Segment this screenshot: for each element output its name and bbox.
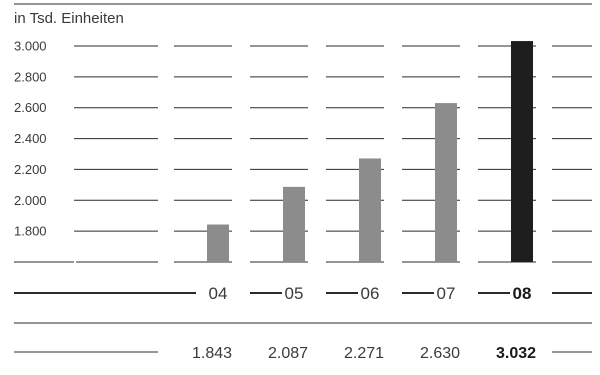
y-tick-label: 2.400 bbox=[14, 131, 47, 146]
bar-08 bbox=[511, 41, 533, 262]
y-tick-label: 2.200 bbox=[14, 162, 47, 177]
y-tick-label: 2.000 bbox=[14, 193, 47, 208]
y-tick-label: 3.000 bbox=[14, 39, 47, 54]
y-tick-label: 2.800 bbox=[14, 69, 47, 84]
bar-06 bbox=[359, 158, 381, 262]
x-tick-label: 06 bbox=[361, 284, 380, 303]
data-label-06: 2.271 bbox=[344, 345, 384, 362]
bar-05 bbox=[283, 186, 305, 262]
data-label-07: 2.630 bbox=[420, 345, 460, 362]
data-label-05: 2.087 bbox=[268, 345, 308, 362]
y-tick-label: 2.600 bbox=[14, 100, 47, 115]
data-label-08: 3.032 bbox=[496, 345, 536, 362]
bar-04 bbox=[207, 224, 229, 262]
unit-label: in Tsd. Einheiten bbox=[14, 10, 124, 27]
bar-07 bbox=[435, 103, 457, 262]
y-tick-label: 1.800 bbox=[14, 224, 47, 239]
x-tick-label: 05 bbox=[285, 284, 304, 303]
x-tick-label: 07 bbox=[437, 284, 456, 303]
x-tick-label: 04 bbox=[209, 284, 228, 303]
x-tick-label: 08 bbox=[513, 284, 532, 303]
data-label-04: 1.843 bbox=[192, 345, 232, 362]
